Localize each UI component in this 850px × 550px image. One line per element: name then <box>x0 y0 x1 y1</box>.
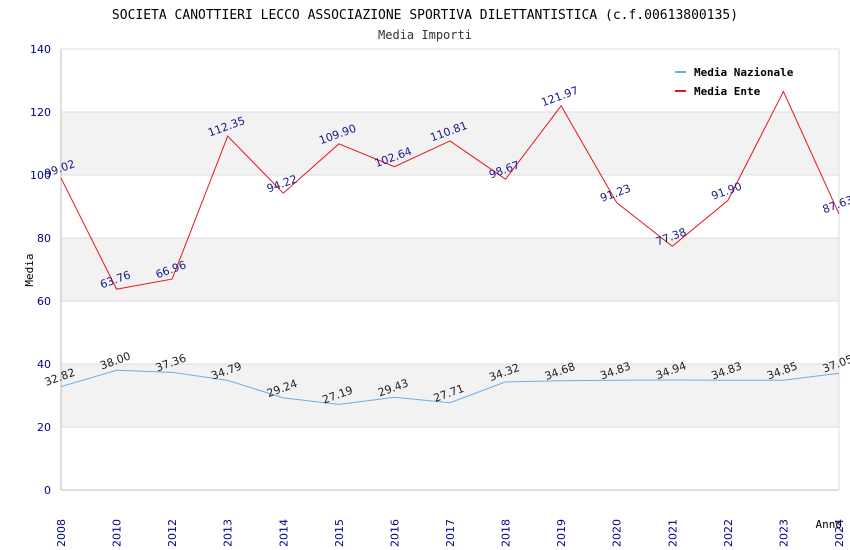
y-axis-ticks: 0 20 40 60 80 100 120 140 <box>30 43 51 497</box>
data-label: 121.97 <box>540 84 581 109</box>
chart-title: SOCIETA CANOTTIERI LECCO ASSOCIAZIONE SP… <box>112 8 738 23</box>
x-tick-label: 2013 <box>222 519 235 547</box>
legend: Media Nazionale Media Ente <box>675 66 794 98</box>
x-tick-label: 2021 <box>666 519 679 547</box>
data-label: 87.63 <box>821 193 850 216</box>
y-tick-label: 120 <box>30 106 51 119</box>
x-tick-label: 2020 <box>611 519 624 547</box>
background-band <box>61 112 839 175</box>
x-tick-label: 2017 <box>444 519 457 547</box>
y-axis-label: Media <box>23 253 36 286</box>
gridlines <box>61 48 840 490</box>
y-tick-label: 80 <box>37 232 51 245</box>
y-tick-label: 140 <box>30 43 51 56</box>
background-band <box>61 364 839 427</box>
x-tick-label: 2012 <box>166 519 179 547</box>
series-lines <box>60 90 840 405</box>
x-tick-label: 2015 <box>333 519 346 547</box>
x-tick-label: 2024 <box>833 519 846 547</box>
background-bands <box>61 112 839 427</box>
data-label: 99.02 <box>43 157 77 180</box>
legend-label: Media Nazionale <box>694 66 794 79</box>
y-tick-label: 60 <box>37 295 51 308</box>
x-tick-label: 2018 <box>500 519 513 547</box>
chart-subtitle: Media Importi <box>378 28 472 42</box>
x-tick-label: 2019 <box>555 519 568 547</box>
x-tick-label: 2023 <box>777 519 790 547</box>
x-tick-label: 2022 <box>722 519 735 547</box>
x-tick-label: 2008 <box>55 519 68 547</box>
background-band <box>61 238 839 301</box>
y-tick-label: 0 <box>44 484 51 497</box>
x-tick-label: 2016 <box>388 519 401 547</box>
y-tick-label: 20 <box>37 421 51 434</box>
x-tick-label: 2014 <box>277 519 290 547</box>
y-tick-label: 100 <box>30 169 51 182</box>
x-axis-ticks: 2008 2010 2012 2013 2014 2015 2016 2017 2018 2019… <box>55 519 846 547</box>
x-axis-label: Anno <box>816 518 843 531</box>
legend-label: Media Ente <box>694 85 761 98</box>
data-label: 91.90 <box>710 180 744 203</box>
y-tick-label: 40 <box>37 358 51 371</box>
x-tick-label: 2010 <box>111 519 124 547</box>
